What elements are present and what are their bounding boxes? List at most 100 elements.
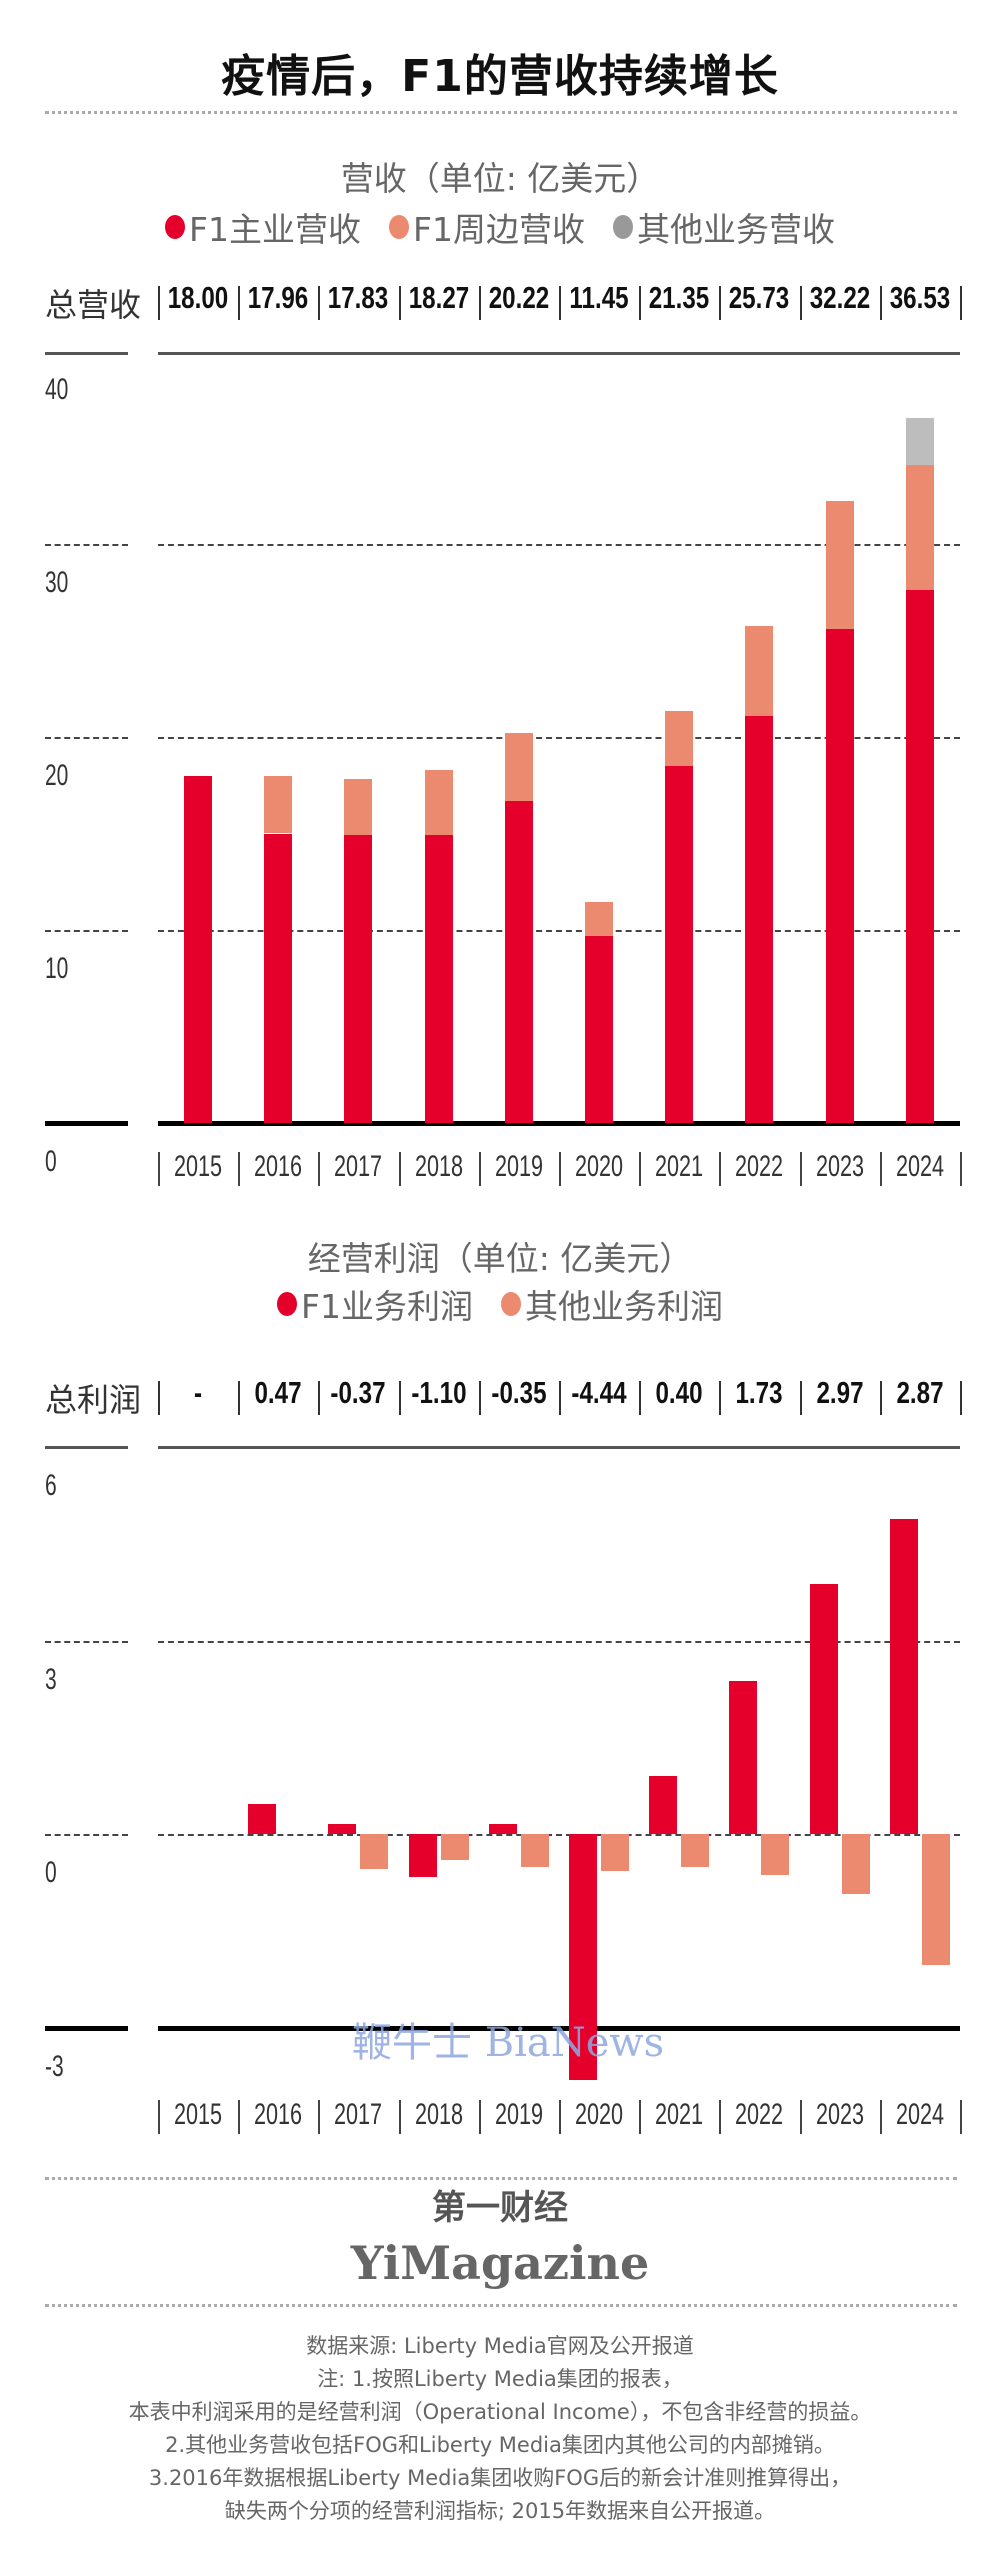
watermark-logo: 鞭牛士 BiaNews (352, 2020, 665, 2066)
total-value: 2.97 (816, 1375, 864, 1410)
y-tick-label: 3 (45, 1662, 57, 1696)
legend-item: F1周边营收 (389, 203, 585, 251)
gridline (45, 544, 128, 546)
x-tick-label: 2024 (895, 1150, 944, 1183)
bar-F1业务利润 (408, 1834, 437, 1877)
x-tick-label: 2022 (735, 2098, 784, 2131)
note-line: 本表中利润采用的是经营利润（Operational Income），不包含非经营… (128, 2400, 872, 2424)
totals-separator (960, 1381, 962, 1415)
bar-F1主业营收 (184, 775, 212, 1123)
x-axis-line (45, 1121, 128, 1126)
red-dot-icon (165, 215, 186, 239)
legend-item: 其他业务利润 (500, 1280, 723, 1328)
bar-其他业务利润 (921, 1834, 950, 1965)
x-tick-label: 2024 (895, 2098, 944, 2131)
gridline (158, 1834, 960, 1836)
bar-F1业务利润 (649, 1775, 678, 1834)
total-value: - (193, 1375, 203, 1410)
x-tick-label: 2020 (574, 1150, 624, 1183)
totals-separator (318, 286, 321, 320)
x-axis-line (45, 2025, 128, 2031)
x-tick-separator (238, 1152, 241, 1186)
gridline (45, 1834, 128, 1836)
divider (45, 2304, 957, 2307)
x-tick-separator (158, 1152, 160, 1186)
x-tick-label: 2018 (414, 1150, 463, 1183)
totals-separator (879, 1381, 882, 1415)
page-title: 疫情后，F1的营收持续增长 (221, 51, 779, 102)
bar-F1周边营收 (504, 732, 533, 801)
bar-F1主业营收 (264, 833, 293, 1123)
bar-F1业务利润 (328, 1823, 357, 1834)
total-value: 25.73 (729, 280, 790, 315)
x-tick-separator (799, 1152, 802, 1186)
x-tick-separator (559, 1152, 561, 1186)
total-value: -0.35 (491, 1375, 547, 1410)
bar-F1周边营收 (585, 902, 613, 936)
totals-separator (158, 286, 160, 320)
x-tick-separator (478, 2100, 481, 2134)
x-tick-separator (478, 1152, 481, 1186)
total-value: 18.00 (167, 280, 229, 315)
bar-F1业务利润 (248, 1803, 277, 1834)
totals-separator (799, 1381, 802, 1415)
x-tick-separator (719, 1152, 722, 1186)
x-tick-separator (238, 2100, 241, 2134)
y-tick-label: 40 (45, 373, 69, 406)
bar-其他业务利润 (601, 1834, 629, 1871)
gray-dot-icon (612, 215, 633, 239)
bar-F1周边营收 (825, 501, 854, 629)
total-value: 11.45 (569, 280, 629, 315)
x-tick-separator (559, 2100, 561, 2134)
bar-F1主业营收 (504, 800, 533, 1123)
totals-separator (719, 1381, 722, 1415)
x-tick-separator (879, 1152, 882, 1186)
y-tick-label: 0 (45, 1856, 57, 1889)
totals-separator (238, 286, 241, 320)
bar-其他业务营收 (905, 417, 934, 465)
divider (45, 2177, 957, 2180)
x-tick-label: 2019 (494, 2098, 543, 2131)
note-line: 3.2016年数据根据Liberty Media集团收购FOG后的新会计准则推算… (148, 2466, 852, 2490)
total-value: 17.83 (328, 280, 389, 315)
table-divider (45, 1446, 128, 1449)
x-tick-separator (318, 2100, 321, 2134)
x-axis-line (158, 2025, 960, 2031)
x-tick-label: 2019 (494, 1150, 543, 1183)
bar-F1主业营收 (905, 590, 934, 1123)
total-value: -0.37 (330, 1375, 386, 1410)
gridline (158, 737, 960, 739)
legend-item: F1业务利润 (277, 1280, 473, 1328)
total-value: -1.10 (411, 1375, 467, 1410)
y-tick-label: 6 (45, 1469, 57, 1502)
profit-legend: F1业务利润 其他业务利润 (0, 1280, 1000, 1328)
x-tick-separator (639, 2100, 642, 2134)
x-tick-separator (719, 2100, 722, 2134)
bar-F1主业营收 (344, 835, 373, 1123)
x-tick-separator (158, 2100, 160, 2134)
x-tick-separator (960, 1152, 962, 1186)
profit-total-label: 总利润 (45, 1381, 142, 1419)
x-tick-label: 2016 (254, 2098, 303, 2131)
total-value: 0.47 (254, 1375, 302, 1410)
total-value: 1.73 (735, 1375, 783, 1410)
x-tick-label: 2023 (815, 2098, 864, 2131)
gridline (45, 1640, 128, 1643)
x-tick-label: 2015 (173, 2098, 223, 2131)
total-value: 17.96 (247, 280, 309, 315)
x-axis-line (158, 1121, 960, 1126)
bar-F1业务利润 (488, 1823, 517, 1834)
bar-F1周边营收 (745, 626, 774, 716)
revenue-total-label: 总营收 (45, 286, 142, 324)
note-line: 缺失两个分项的经营利润指标; 2015年数据来自公开报道。 (224, 2499, 776, 2523)
totals-separator (639, 286, 642, 320)
x-tick-label: 2017 (334, 2098, 383, 2131)
totals-separator (238, 1381, 241, 1415)
note-line: 注: 1.按照Liberty Media集团的报表， (317, 2367, 683, 2391)
legend-label: F1主业营收 (189, 210, 361, 249)
x-tick-label: 2021 (655, 2098, 704, 2131)
totals-separator (719, 286, 722, 320)
x-tick-separator (398, 1152, 401, 1186)
y-tick-label: 10 (45, 952, 69, 985)
legend-label: 其他业务营收 (636, 210, 835, 249)
